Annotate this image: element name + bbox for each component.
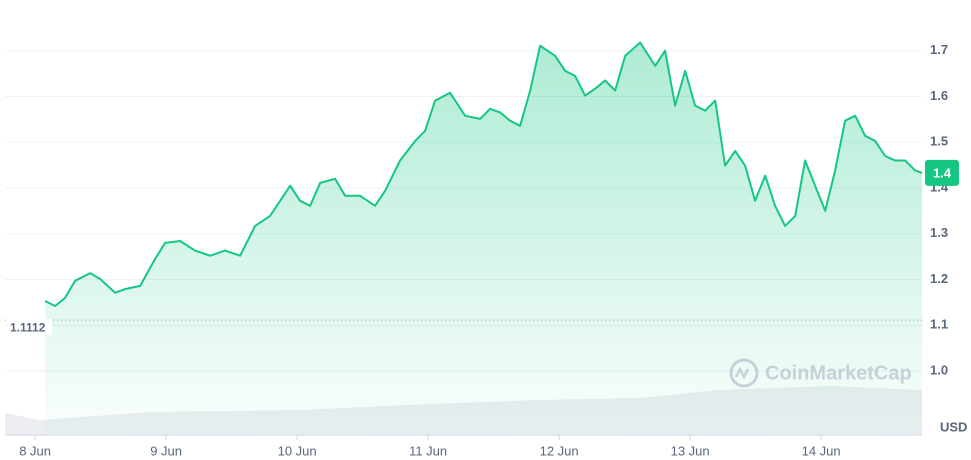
area-fill [45, 42, 923, 435]
x-tick-label: 14 Jun [802, 443, 841, 458]
x-tick-label: 9 Jun [150, 443, 182, 458]
y-tick-label: 1.5 [930, 134, 948, 149]
x-tick-label: 8 Jun [19, 443, 51, 458]
x-tick-label: 11 Jun [409, 443, 447, 458]
y-tick-label: 1.2 [930, 271, 948, 286]
x-tick-label: 13 Jun [671, 443, 710, 458]
price-line [44, 41, 923, 307]
y-tick-label: 1.3 [930, 225, 948, 240]
y-tick-label: 1.7 [930, 42, 948, 57]
y-tick-label: 1.1 [930, 317, 948, 332]
watermark-text: CoinMarketCap [765, 362, 912, 384]
watermark: CoinMarketCap [729, 358, 912, 388]
current-price-label: 1.4 [933, 165, 952, 180]
plot [44, 41, 923, 435]
unit-label: USD [940, 419, 967, 434]
x-tick-label: 12 Jun [540, 443, 579, 458]
y-tick-label: 1.0 [930, 362, 948, 377]
current-price-badge [925, 159, 959, 186]
y-tick-label: 1.6 [930, 88, 948, 103]
reference-label: 1.1112 [10, 320, 46, 334]
reference-label-bg [8, 319, 52, 336]
x-tick-label: 10 Jun [278, 443, 317, 458]
